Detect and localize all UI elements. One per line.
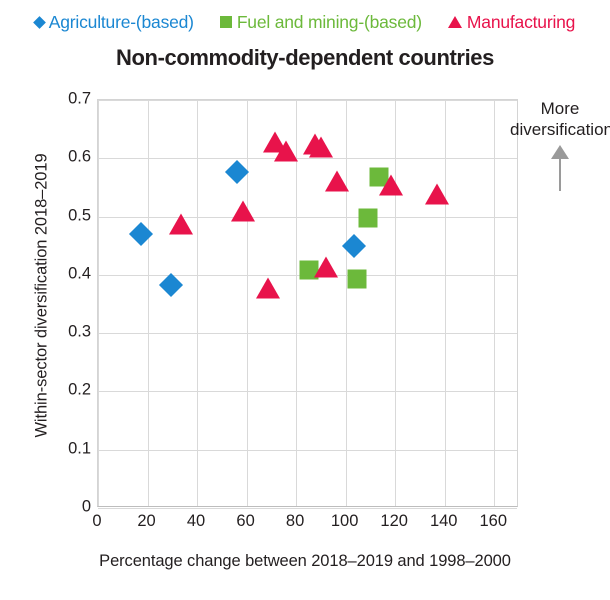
data-point-triangle xyxy=(425,183,450,205)
y-tick-label: 0.1 xyxy=(68,439,91,458)
data-point-triangle xyxy=(313,256,338,278)
y-tick-label: 0 xyxy=(81,497,91,516)
x-tick-label: 100 xyxy=(330,512,359,530)
data-point-square xyxy=(358,208,378,228)
legend-item-fuel-and-mining[interactable]: Fuel and mining-(based) xyxy=(219,11,422,33)
data-point-triangle xyxy=(274,140,299,162)
y-tick-label: 0.2 xyxy=(68,380,91,399)
x-tick-label: 160 xyxy=(479,512,507,530)
y-tick-label: 0.6 xyxy=(68,147,91,166)
gridline-horizontal xyxy=(98,449,517,451)
gridline-horizontal xyxy=(98,216,517,218)
gridline-vertical xyxy=(246,100,248,506)
gridline-vertical xyxy=(444,100,446,506)
y-tick-label: 0.3 xyxy=(68,322,91,341)
plot-area xyxy=(97,99,518,509)
legend-label-fuel-and-mining: Fuel and mining-(based) xyxy=(236,11,422,32)
data-point-diamond xyxy=(159,272,184,297)
x-tick-label: 20 xyxy=(137,512,156,530)
y-tick-label: 0.7 xyxy=(68,89,91,108)
data-point-triangle xyxy=(324,170,349,192)
x-tick-label: 140 xyxy=(429,512,458,530)
legend-item-manufacturing[interactable]: Manufacturing xyxy=(447,11,576,33)
x-tick-label: 120 xyxy=(380,512,408,530)
gridline-vertical xyxy=(147,100,149,506)
square-icon xyxy=(219,16,232,28)
x-tick-label: 60 xyxy=(236,512,255,530)
more-diversification-annotation: More diversification xyxy=(510,98,610,191)
y-axis-label: Within-sector diversification 2018–2019 xyxy=(32,153,51,438)
diamond-icon xyxy=(32,15,46,29)
gridline-horizontal xyxy=(98,158,517,160)
triangle-icon xyxy=(447,16,462,28)
gridline-horizontal xyxy=(98,100,517,101)
data-point-square xyxy=(299,260,318,280)
x-tick-label: 0 xyxy=(92,512,102,530)
data-point-triangle xyxy=(379,174,404,196)
data-point-diamond xyxy=(224,159,249,184)
gridline-horizontal xyxy=(98,508,517,509)
gridline-vertical xyxy=(345,100,347,506)
gridline-horizontal xyxy=(98,333,517,335)
data-point-triangle xyxy=(168,213,193,235)
x-axis-label: Percentage change between 2018–2019 and … xyxy=(99,552,511,570)
gridline-vertical xyxy=(494,100,496,506)
annotation-line-1: More xyxy=(540,99,580,118)
legend-item-agriculture[interactable]: Agriculture-(based) xyxy=(32,11,194,33)
data-point-triangle xyxy=(308,136,333,158)
gridline-vertical xyxy=(296,100,298,506)
x-tick-label: 40 xyxy=(186,512,206,530)
legend-label-agriculture: Agriculture-(based) xyxy=(48,11,194,32)
x-axis-ticks: 0 20 40 60 80 100 120 140 160 xyxy=(92,512,518,536)
data-point-diamond xyxy=(129,222,154,247)
x-tick-label: 80 xyxy=(285,512,305,530)
up-arrow-icon xyxy=(547,145,573,191)
data-point-square xyxy=(347,269,367,289)
legend-label-manufacturing: Manufacturing xyxy=(466,11,576,32)
y-axis-ticks: 0 0.1 0.2 0.3 0.4 0.5 0.6 0.7 xyxy=(41,90,91,516)
y-tick-label: 0.4 xyxy=(68,264,91,283)
chart-title: Non-commodity-dependent countries xyxy=(116,45,494,70)
data-point-triangle xyxy=(230,200,255,222)
gridline-horizontal xyxy=(98,391,517,393)
y-tick-label: 0.5 xyxy=(68,206,91,225)
data-point-triangle xyxy=(255,277,280,299)
annotation-line-2: diversification xyxy=(510,120,610,139)
chart-legend: Agriculture-(based) Fuel and mining-(bas… xyxy=(0,8,610,36)
gridline-vertical xyxy=(98,100,99,506)
gridline-vertical xyxy=(395,100,397,506)
gridline-vertical xyxy=(197,100,199,506)
